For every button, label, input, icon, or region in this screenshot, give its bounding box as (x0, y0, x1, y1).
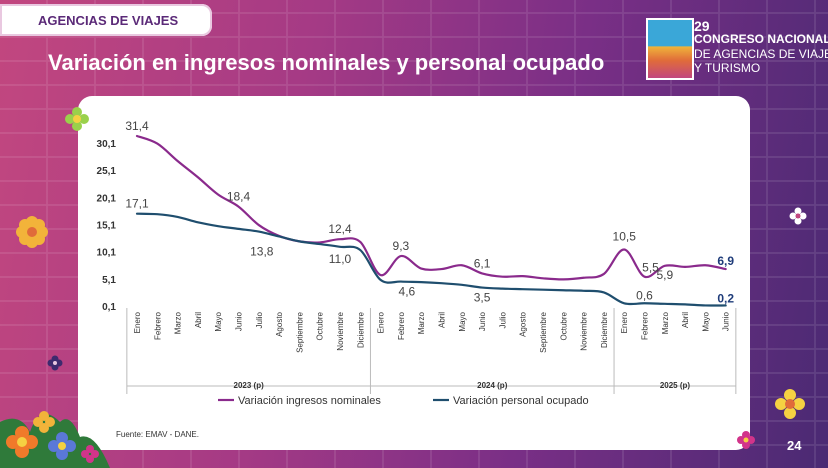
y-tick-label: 10,1 (97, 248, 117, 259)
x-tick-label: Mayo (701, 311, 710, 331)
source-note: Fuente: EMAV - DANE. (116, 430, 199, 439)
x-tick-label: Febrero (153, 311, 162, 340)
x-tick-label: Marzo (417, 311, 426, 334)
year-group-label: 2024 (p) (477, 381, 508, 390)
y-tick-label: 25,1 (97, 166, 117, 177)
data-label: 9,3 (393, 239, 410, 253)
flower-icon (737, 431, 755, 449)
x-tick-label: Agosto (519, 311, 528, 336)
x-tick-label: Enero (133, 311, 142, 333)
data-label: 6,9 (717, 254, 734, 268)
x-tick-label: Agosto (275, 311, 284, 336)
x-tick-label: Marzo (661, 311, 670, 334)
x-tick-label: Octubre (316, 311, 325, 340)
chart-card (78, 96, 750, 450)
y-tick-label: 20,1 (97, 193, 117, 204)
data-label: 6,1 (474, 256, 491, 270)
section-tag-label: AGENCIAS DE VIAJES (38, 13, 179, 28)
x-tick-label: Junio (235, 311, 244, 331)
x-tick-label: Junio (722, 311, 731, 331)
legend-label: Variación ingresos nominales (238, 395, 381, 407)
x-tick-label: Diciembre (600, 311, 609, 348)
flower-icon (47, 355, 63, 371)
data-label: 3,5 (474, 291, 491, 305)
y-tick-label: 0,1 (102, 302, 116, 313)
congress-logo-icon (646, 18, 694, 80)
page-number: 24 (787, 438, 802, 453)
y-tick-label: 30,1 (97, 139, 117, 150)
section-tag: AGENCIAS DE VIAJES (0, 4, 212, 36)
flower-icon (16, 216, 48, 248)
data-label: 17,1 (125, 197, 149, 211)
flower-bouquet-icon (0, 411, 110, 468)
y-tick-label: 15,1 (97, 221, 117, 232)
line-chart: 0,1 5,1 10,1 15,1 20,1 25,1 30,1 Enero Febrero Ma… (97, 119, 737, 407)
data-label: 13,8 (250, 245, 274, 259)
data-label: 11,0 (329, 252, 352, 266)
x-tick-label: Febrero (641, 311, 650, 340)
data-label: 31,4 (125, 119, 149, 133)
x-tick-label: Julio (498, 311, 507, 328)
flower-icon (789, 207, 807, 225)
slide-title: Variación en ingresos nominales y person… (48, 50, 605, 75)
x-tick-label: Mayo (458, 311, 467, 331)
logo-line-3: Y TURISMO (694, 61, 761, 75)
logo-line-2: DE AGENCIAS DE VIAJES (694, 47, 828, 61)
x-tick-label: Febrero (397, 311, 406, 340)
year-group-label: 2023 (p) (234, 381, 265, 390)
series-line-personal (135, 212, 727, 307)
x-tick-label: Noviembre (336, 311, 345, 350)
x-tick-label: Septiembre (539, 311, 548, 352)
data-label: 5,9 (656, 268, 673, 282)
series-line-ingresos (135, 134, 727, 281)
data-label: 10,5 (613, 230, 637, 244)
flower-icon (65, 107, 89, 131)
y-tick-label: 5,1 (102, 275, 116, 286)
congress-logo: 29 CONGRESO NACIONAL DE AGENCIAS DE VIAJ… (646, 18, 828, 80)
x-tick-label: Abril (681, 312, 690, 328)
x-tick-label: Octubre (559, 311, 568, 340)
data-label: 18,4 (227, 190, 251, 204)
x-tick-label: Enero (377, 311, 386, 333)
x-tick-label: Abril (438, 312, 447, 328)
data-label: 0,6 (636, 288, 653, 302)
flower-icon (775, 389, 805, 419)
x-tick-label: Abril (194, 312, 203, 328)
x-tick-label: Marzo (174, 311, 183, 334)
legend-label: Variación personal ocupado (453, 395, 589, 407)
x-tick-label: Diciembre (356, 311, 365, 348)
data-label: 12,4 (328, 222, 352, 236)
data-label: 4,6 (399, 285, 416, 299)
data-label: 5,5 (642, 261, 659, 275)
x-tick-label: Julio (255, 311, 264, 328)
x-tick-label: Junio (478, 311, 487, 331)
x-tick-label: Noviembre (580, 311, 589, 350)
x-tick-label: Mayo (214, 311, 223, 331)
logo-number: 29 (694, 18, 710, 34)
year-group-label: 2025 (p) (660, 381, 691, 390)
x-tick-label: Enero (620, 311, 629, 333)
logo-line-1: CONGRESO NACIONAL (694, 32, 828, 46)
data-label: 0,2 (717, 291, 734, 305)
x-tick-label: Septiembre (295, 311, 304, 352)
